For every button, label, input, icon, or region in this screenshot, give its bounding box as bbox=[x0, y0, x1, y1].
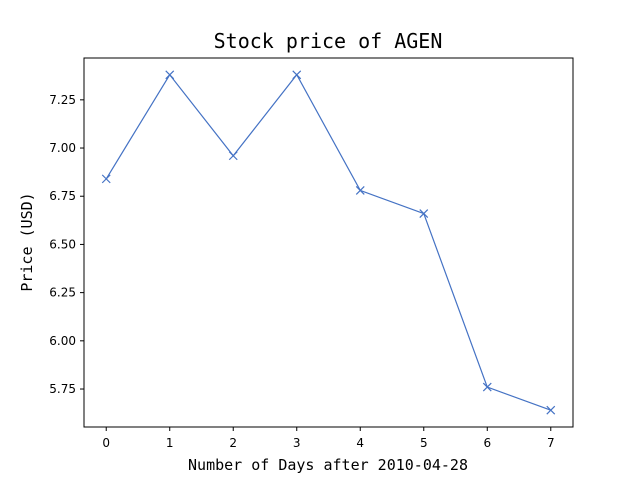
x-tick-label: 2 bbox=[229, 436, 237, 450]
x-axis-label: Number of Days after 2010-04-28 bbox=[188, 456, 468, 474]
y-tick-label: 5.75 bbox=[49, 382, 76, 396]
y-tick-label: 7.00 bbox=[49, 141, 76, 155]
y-tick-label: 6.75 bbox=[49, 189, 76, 203]
data-point-marker-stroke bbox=[101, 174, 111, 184]
x-tick-label: 3 bbox=[293, 436, 301, 450]
data-point bbox=[101, 174, 111, 184]
y-axis: 5.75 6.00 6.25 6.50 6.75 7.00 7.25 bbox=[49, 93, 84, 396]
x-tick-label: 7 bbox=[547, 436, 555, 450]
data-point bbox=[546, 405, 556, 415]
x-tick-label: 0 bbox=[102, 436, 110, 450]
data-point-marker-stroke bbox=[292, 70, 302, 80]
y-tick-label: 6.25 bbox=[49, 286, 76, 300]
series-line bbox=[105, 73, 551, 411]
data-point bbox=[355, 186, 365, 195]
x-tick-label: 1 bbox=[166, 436, 174, 450]
data-point bbox=[228, 151, 238, 161]
data-point bbox=[419, 209, 429, 219]
data-point-marker-stroke bbox=[165, 70, 175, 80]
data-point bbox=[165, 70, 175, 80]
chart-title: Stock price of AGEN bbox=[214, 29, 443, 53]
data-point-marker-stroke bbox=[355, 186, 365, 195]
data-point bbox=[292, 70, 302, 80]
data-point-marker-stroke bbox=[482, 382, 492, 392]
y-tick-label: 7.25 bbox=[49, 93, 76, 107]
data-point bbox=[482, 382, 492, 392]
data-point-marker-stroke bbox=[228, 151, 238, 161]
data-point-marker-stroke bbox=[546, 405, 556, 415]
plot-frame bbox=[83, 57, 574, 428]
y-tick-label: 6.50 bbox=[49, 237, 76, 251]
plot-area bbox=[83, 57, 574, 428]
y-tick-label: 6.00 bbox=[49, 334, 76, 348]
series-layer bbox=[101, 70, 556, 415]
y-axis-label: Price (USD) bbox=[18, 192, 36, 291]
data-point-marker-stroke bbox=[419, 209, 429, 219]
x-tick-label: 5 bbox=[420, 436, 428, 450]
x-tick-label: 6 bbox=[483, 436, 491, 450]
x-axis: 0 1 2 3 4 5 6 7 bbox=[102, 427, 555, 450]
x-tick-label: 4 bbox=[356, 436, 364, 450]
